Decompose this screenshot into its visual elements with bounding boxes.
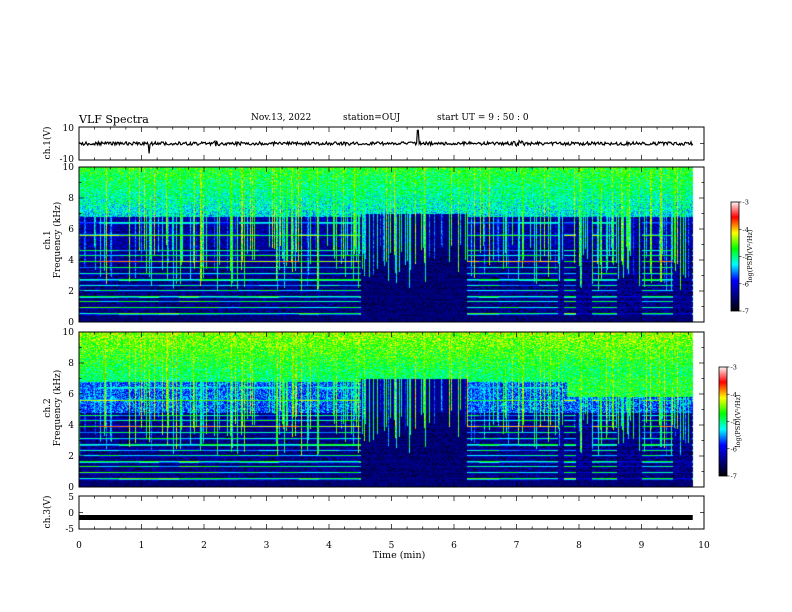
x-tick-label: 10 <box>698 541 710 551</box>
colorbar-tick-label: -6 <box>731 445 737 453</box>
spectrogram-ytick-label: 8 <box>68 359 74 369</box>
colorbar-tick-label: -3 <box>743 199 749 207</box>
colorbar-tick-label: -7 <box>731 473 737 481</box>
x-axis: 0 1 2 3 4 5 6 7 8 9 10 <box>76 127 710 551</box>
spectrogram-ytick-label: 2 <box>68 287 74 297</box>
x-axis-label: Time (min) <box>373 550 426 561</box>
colorbar-tick-label: -5 <box>743 253 749 261</box>
x-tick-label: 4 <box>326 541 332 551</box>
ch1-waveform-panel: 10 -10 ch.1(V) <box>42 124 705 165</box>
ch1-spec-ylabel-channel: ch.1 <box>43 230 53 249</box>
colorbar-tick-label: -4 <box>743 226 749 234</box>
spectrogram-ytick-label: 10 <box>63 328 75 338</box>
date-label: Nov.13, 2022 <box>251 113 312 123</box>
ch1-spectrogram-image <box>79 167 704 322</box>
ch3-ytick-bottom: -5 <box>65 525 74 535</box>
ch3-ytick-top: 5 <box>68 493 74 503</box>
ch3-waveform-panel: 5 0 -5 ch.3(V) <box>42 493 705 535</box>
ch1-ylabel: ch.1(V) <box>42 127 53 160</box>
spectrogram-ytick-label: 2 <box>68 452 74 462</box>
ch1-ytick-bottom: -10 <box>60 155 75 165</box>
ch1-colorbar <box>731 202 739 311</box>
spectrogram-ytick-label: 8 <box>68 194 74 204</box>
colorbar-tick-label: -4 <box>731 391 737 399</box>
ch2-spec-ylabel-channel: ch.2 <box>43 398 53 417</box>
spectrogram-ytick-label: 4 <box>68 421 74 431</box>
ch1-waveform-line <box>78 129 694 154</box>
ch1-ytick-top: 10 <box>63 124 75 134</box>
x-tick-label: 1 <box>139 541 145 551</box>
ch2-spectrogram-image <box>79 332 704 487</box>
ch3-ytick-mid: 0 <box>68 509 74 519</box>
colorbar-tick-label: -7 <box>743 308 749 316</box>
x-tick-label: 5 <box>389 541 395 551</box>
ch1-colorbar-label: log(PSD)(V²/Hz) <box>746 229 754 282</box>
x-tick-label: 6 <box>451 541 457 551</box>
x-tick-label: 3 <box>264 541 270 551</box>
chart-title: VLF Spectra <box>79 113 149 126</box>
ch2-spec-ylabel: Frequency (kHz) <box>52 370 63 447</box>
colorbar-tick-label: -3 <box>731 364 737 372</box>
x-tick-label: 0 <box>76 541 82 551</box>
x-tick-label: 8 <box>576 541 582 551</box>
x-tick-label: 2 <box>201 541 207 551</box>
x-tick-label: 7 <box>514 541 520 551</box>
station-label: station=OUJ <box>343 113 401 123</box>
colorbar-tick-label: -5 <box>731 418 737 426</box>
spectrogram-ytick-label: 0 <box>68 483 74 493</box>
ch1-spec-ylabel: Frequency (kHz) <box>52 202 63 279</box>
ch2-colorbar-label: log(PSD)(V²/Hz) <box>734 394 742 447</box>
ch3-ylabel: ch.3(V) <box>42 496 53 529</box>
spectrogram-ytick-label: 6 <box>68 225 74 235</box>
start-time-label: start UT = 9 : 50 : 0 <box>437 113 529 123</box>
ch2-colorbar <box>719 367 727 476</box>
x-tick-label: 9 <box>639 541 645 551</box>
spectrogram-ytick-label: 6 <box>68 390 74 400</box>
spectrogram-ytick-label: 0 <box>68 318 74 328</box>
spectrogram-ytick-label: 4 <box>68 256 74 266</box>
spectrogram-ytick-label: 10 <box>63 163 75 173</box>
colorbar-tick-label: -6 <box>743 280 749 288</box>
